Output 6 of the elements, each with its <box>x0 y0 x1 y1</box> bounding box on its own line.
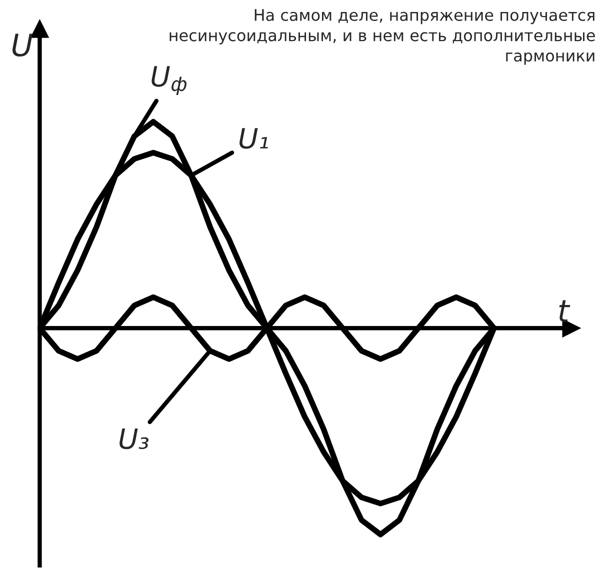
y-axis-title: U <box>12 34 33 56</box>
series-label: U$_{ф}$ <box>152 66 186 96</box>
text: На самом деле, напряжение получается несинусоидальным, и в нем есть дополнительные гармоники <box>170 9 595 65</box>
x-axis-title: t <box>559 300 570 322</box>
series-label: U₁ <box>240 128 268 149</box>
text: U₃ <box>120 428 149 450</box>
